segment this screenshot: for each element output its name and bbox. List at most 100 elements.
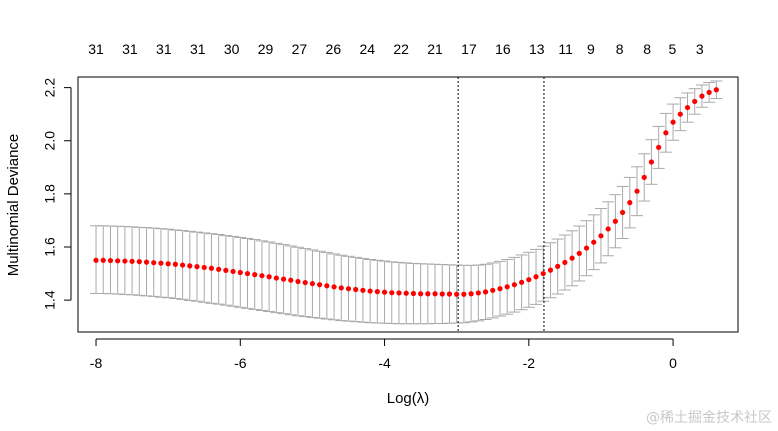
y-tick-label-0: 1.4	[42, 290, 58, 310]
watermark-text: @稀土掘金技术社区	[646, 410, 772, 426]
deviance-point-56	[497, 286, 503, 292]
top-axis-label-10: 21	[427, 41, 443, 57]
deviance-point-27	[288, 277, 294, 283]
deviance-point-36	[353, 286, 359, 293]
x-tick-label-2: -4	[378, 355, 391, 371]
deviance-point-11	[172, 261, 178, 267]
deviance-point-13	[187, 263, 193, 269]
deviance-point-80	[670, 119, 676, 125]
deviance-point-64	[555, 263, 561, 269]
deviance-point-2	[107, 257, 114, 264]
top-axis-label-13: 13	[529, 41, 545, 57]
y-axis-title: Multinomial Deviance	[5, 134, 22, 277]
deviance-point-35	[345, 286, 352, 292]
top-axis-label-7: 26	[326, 41, 342, 57]
deviance-point-60	[526, 277, 532, 283]
x-tick-label-1: -6	[234, 355, 247, 371]
deviance-point-9	[158, 260, 164, 266]
deviance-point-77	[648, 159, 655, 165]
plot-frame	[77, 76, 739, 333]
deviance-point-5	[129, 258, 135, 264]
deviance-point-12	[179, 262, 186, 268]
y-tick-label-1: 1.6	[42, 237, 58, 257]
deviance-point-34	[338, 285, 344, 291]
deviance-point-65	[562, 259, 568, 266]
deviance-point-51	[461, 291, 467, 297]
y-tick-label-3: 2.0	[42, 131, 58, 151]
deviance-point-28	[295, 278, 301, 285]
top-axis-label-0: 31	[88, 41, 104, 57]
deviance-point-16	[208, 265, 215, 271]
deviance-point-62	[540, 270, 546, 277]
deviance-point-42	[396, 290, 402, 296]
deviance-point-81	[677, 111, 683, 117]
deviance-point-48	[439, 291, 445, 297]
deviance-point-3	[115, 258, 121, 264]
y-tick-label-4: 2.2	[42, 78, 58, 98]
y-axis: 1.4 1.6 1.8 2.0 2.2	[42, 78, 72, 310]
top-axis-label-5: 29	[258, 41, 274, 57]
deviance-point-73	[619, 209, 626, 216]
deviance-point-53	[475, 290, 481, 296]
deviance-point-17	[216, 266, 222, 272]
deviance-point-78	[656, 144, 662, 150]
deviance-point-7	[143, 259, 150, 265]
deviance-point-50	[454, 291, 460, 297]
deviance-point-54	[482, 289, 489, 295]
top-axis-label-8: 24	[359, 41, 375, 57]
deviance-point-23	[259, 273, 265, 279]
x-axis: -8 -6 -4 -2 0	[90, 338, 677, 371]
x-tick-label-4: 0	[669, 355, 677, 371]
top-axis-label-12: 16	[495, 41, 511, 57]
deviance-point-20	[237, 269, 243, 276]
deviance-point-1	[100, 257, 106, 263]
deviance-point-29	[302, 279, 308, 286]
x-tick-label-0: -8	[90, 355, 103, 371]
deviance-point-68	[583, 245, 590, 251]
deviance-point-19	[230, 268, 236, 275]
deviance-point-74	[627, 200, 633, 206]
deviance-point-8	[151, 260, 157, 266]
deviance-point-57	[504, 284, 510, 290]
deviance-point-25	[273, 275, 279, 281]
y-tick-label-2: 1.8	[42, 184, 58, 204]
deviance-point-55	[490, 287, 496, 293]
deviance-point-40	[381, 289, 388, 295]
deviance-point-0	[93, 257, 99, 263]
deviance-points	[93, 87, 719, 297]
deviance-point-83	[692, 98, 698, 105]
deviance-point-72	[612, 218, 618, 224]
deviance-point-14	[194, 264, 200, 270]
deviance-point-67	[576, 250, 582, 256]
deviance-point-49	[446, 291, 453, 297]
deviance-point-38	[367, 288, 373, 294]
deviance-point-18	[223, 267, 229, 273]
deviance-point-58	[511, 282, 517, 288]
deviance-point-84	[699, 93, 705, 99]
deviance-point-52	[468, 291, 474, 297]
deviance-point-32	[324, 283, 330, 289]
lambda-reference-lines	[457, 77, 545, 332]
deviance-point-39	[374, 289, 380, 295]
deviance-point-24	[266, 274, 272, 280]
top-axis-label-16: 8	[616, 41, 624, 57]
deviance-point-46	[425, 291, 431, 297]
deviance-point-44	[410, 290, 417, 297]
x-tick-label-3: -2	[523, 355, 536, 371]
top-axis-label-9: 22	[393, 41, 409, 57]
top-axis-label-18: 5	[668, 41, 676, 57]
top-axis-label-17: 8	[643, 41, 651, 57]
deviance-point-86	[713, 87, 719, 93]
deviance-point-75	[634, 188, 640, 194]
deviance-point-15	[201, 264, 207, 271]
top-axis-label-6: 27	[292, 41, 308, 57]
deviance-point-59	[519, 279, 525, 285]
deviance-point-30	[309, 281, 316, 287]
x-axis-title: Log(λ)	[387, 390, 430, 407]
deviance-point-76	[641, 174, 647, 181]
deviance-point-4	[122, 258, 128, 264]
top-axis-label-3: 31	[190, 41, 206, 57]
deviance-point-47	[432, 291, 438, 297]
deviance-point-37	[360, 287, 366, 293]
deviance-point-33	[331, 284, 337, 290]
